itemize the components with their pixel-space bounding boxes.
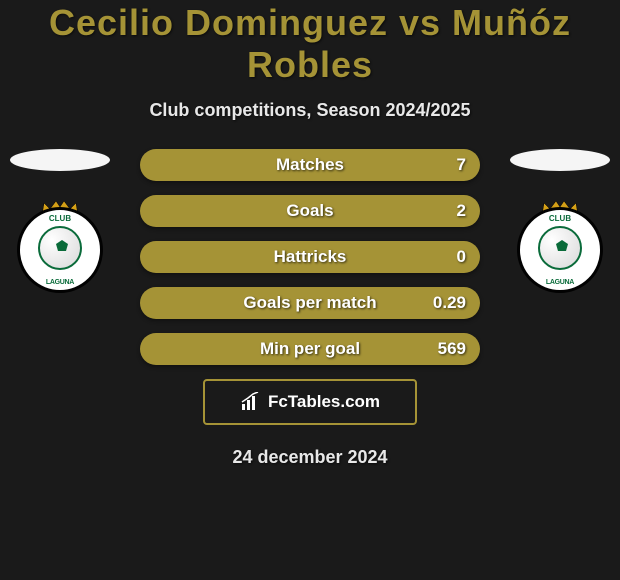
stat-label: Hattricks <box>274 247 347 267</box>
stat-label: Goals per match <box>243 293 376 313</box>
stat-value: 2 <box>457 201 466 221</box>
stat-bar: Goals 2 <box>140 195 480 227</box>
club-bottom-label: LAGUNA <box>546 279 574 286</box>
stats-bars: Matches 7 Goals 2 Hattricks 0 Goals per … <box>140 149 480 365</box>
stat-value: 7 <box>457 155 466 175</box>
club-top-label: CLUB <box>549 214 571 223</box>
page-subtitle: Club competitions, Season 2024/2025 <box>0 100 620 121</box>
player-right-column: CLUB LAGUNA <box>505 149 615 293</box>
chart-icon <box>240 392 262 412</box>
player-left-avatar-placeholder <box>10 149 110 171</box>
stat-row: Goals per match 0.29 <box>140 287 480 319</box>
stat-bar: Min per goal 569 <box>140 333 480 365</box>
stat-row: Matches 7 <box>140 149 480 181</box>
stat-bar: Matches 7 <box>140 149 480 181</box>
stat-row: Min per goal 569 <box>140 333 480 365</box>
soccer-ball-icon <box>38 226 82 270</box>
stat-bar: Goals per match 0.29 <box>140 287 480 319</box>
club-bottom-label: LAGUNA <box>46 279 74 286</box>
club-top-label: CLUB <box>49 214 71 223</box>
stat-label: Goals <box>286 201 333 221</box>
stat-value: 0 <box>457 247 466 267</box>
player-right-club-logo: CLUB LAGUNA <box>510 207 610 293</box>
stat-label: Matches <box>276 155 344 175</box>
shield-badge: CLUB LAGUNA <box>517 207 603 293</box>
player-left-club-logo: CLUB LAGUNA <box>10 207 110 293</box>
source-link[interactable]: FcTables.com <box>203 379 417 425</box>
stat-value: 0.29 <box>433 293 466 313</box>
date-label: 24 december 2024 <box>0 447 620 468</box>
stat-value: 569 <box>438 339 466 359</box>
stat-row: Goals 2 <box>140 195 480 227</box>
comparison-content: CLUB LAGUNA CLUB <box>0 149 620 468</box>
source-label: FcTables.com <box>268 392 380 412</box>
player-left-column: CLUB LAGUNA <box>5 149 115 293</box>
page-title: Cecilio Dominguez vs Muñóz Robles <box>0 0 620 86</box>
player-right-avatar-placeholder <box>510 149 610 171</box>
stat-bar: Hattricks 0 <box>140 241 480 273</box>
stat-label: Min per goal <box>260 339 360 359</box>
soccer-ball-icon <box>538 226 582 270</box>
stat-row: Hattricks 0 <box>140 241 480 273</box>
shield-badge: CLUB LAGUNA <box>17 207 103 293</box>
